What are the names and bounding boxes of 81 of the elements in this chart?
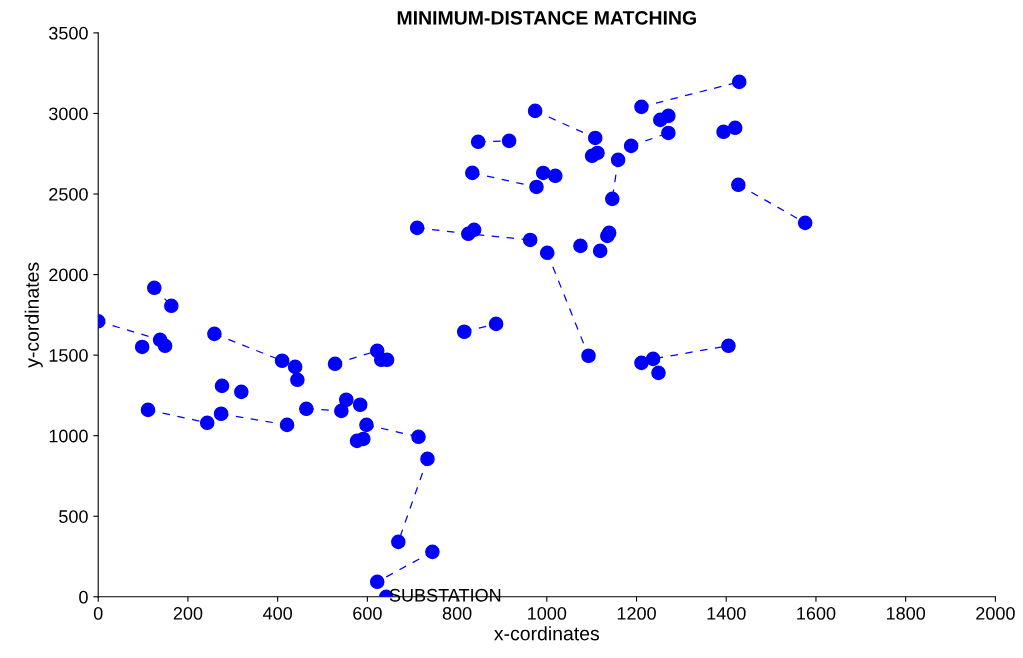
point [279, 417, 295, 433]
point [391, 534, 406, 550]
x-tick-label: 1800 [886, 607, 926, 620]
point [590, 145, 605, 161]
point [327, 356, 343, 372]
x-tick-label: 1200 [617, 607, 656, 620]
point [338, 392, 354, 408]
point [290, 372, 305, 388]
x-tick-label: 0 [93, 607, 103, 620]
point [409, 220, 425, 236]
point [466, 222, 482, 238]
x-tick-label: 800 [442, 607, 472, 620]
point [488, 316, 504, 332]
y-tick-label: 3000 [49, 107, 88, 121]
x-tick-label: 1400 [707, 607, 746, 620]
point [731, 74, 747, 90]
point [146, 280, 162, 296]
point [797, 215, 813, 231]
point [634, 355, 649, 371]
x-axis-title: x-cordinates [494, 626, 600, 641]
point [501, 133, 517, 149]
y-tick-label: 1500 [49, 349, 88, 362]
point [535, 165, 551, 181]
point [721, 338, 736, 354]
point [299, 401, 314, 417]
point [604, 191, 620, 207]
x-tick-label: 600 [353, 607, 382, 620]
point [731, 177, 746, 193]
point [207, 326, 222, 342]
y-axis-title: y-cordinates [24, 262, 43, 368]
point [134, 339, 150, 355]
point [352, 397, 368, 413]
y-tick-label: 2000 [49, 268, 88, 282]
y-tick-label: 3500 [49, 26, 88, 40]
point [287, 359, 303, 375]
y-tick-label: 0 [79, 590, 88, 604]
point [157, 338, 173, 354]
point [234, 384, 249, 400]
point [539, 245, 555, 261]
point [425, 544, 440, 560]
point [470, 134, 486, 150]
chart-title: MINIMUM-DISTANCE MATCHING [397, 10, 696, 25]
point [411, 429, 426, 445]
x-tick-label: 400 [263, 607, 292, 620]
point [213, 406, 229, 422]
point [573, 238, 588, 254]
point [359, 417, 374, 433]
y-tick-label: 500 [59, 510, 88, 523]
point [420, 451, 435, 467]
point [164, 298, 179, 314]
x-tick-label: 1000 [528, 607, 567, 620]
point [529, 179, 544, 195]
point [581, 348, 596, 364]
point [623, 138, 639, 154]
point [356, 431, 371, 447]
point [587, 130, 603, 146]
y-tick-label: 2500 [49, 187, 88, 201]
point [274, 353, 290, 369]
point [716, 124, 731, 140]
point [214, 378, 230, 394]
point [522, 232, 538, 248]
point [199, 415, 215, 431]
point [645, 351, 661, 367]
point [592, 243, 608, 259]
point [548, 168, 563, 184]
point [651, 365, 666, 381]
x-tick-label: 1600 [797, 607, 836, 620]
x-tick-label: 2000 [976, 607, 1015, 620]
point [140, 402, 156, 418]
x-tick-label: 200 [173, 607, 203, 620]
point [610, 152, 626, 168]
point [634, 99, 649, 115]
y-tick-label: 1000 [49, 429, 88, 443]
point [727, 120, 743, 136]
point [369, 574, 385, 590]
point [661, 125, 676, 141]
point [527, 103, 543, 119]
point [465, 165, 480, 181]
point [456, 324, 472, 340]
point [661, 108, 676, 124]
point [334, 403, 349, 419]
